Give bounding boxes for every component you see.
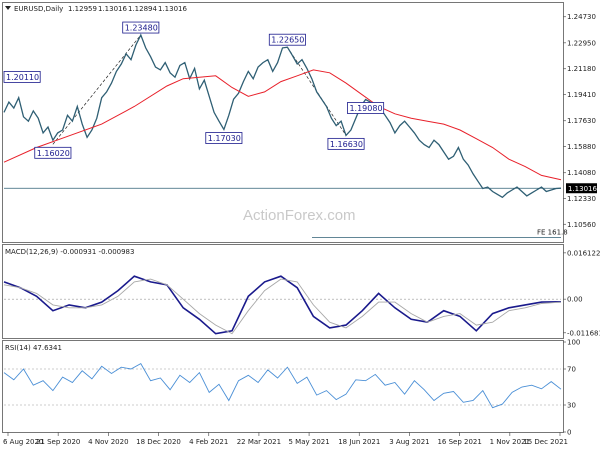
price-annotation-box <box>327 137 365 150</box>
price-annotation-box <box>122 21 160 34</box>
trendline <box>52 34 142 145</box>
price-annotation-label: 1.20110 <box>6 73 39 82</box>
price-annotation-box <box>205 132 243 144</box>
header-close: 1.13016 <box>158 5 187 13</box>
header-high: 1.13016 <box>98 5 127 13</box>
price-annotation-box <box>268 33 306 46</box>
rsi-y-tick-label: 100 <box>567 339 580 347</box>
watermark: ActionForex.com <box>243 207 356 224</box>
price-annotation-label: 1.19080 <box>349 104 382 113</box>
x-tick-label: 18 Dec 2020 <box>136 438 181 446</box>
x-tick-label: 16 Sep 2021 <box>437 438 481 446</box>
price-y-tick-label: 1.19410 <box>567 91 596 99</box>
rsi-title: RSI(14) 47.6341 <box>5 344 62 352</box>
rsi-y-tick-label: 0 <box>567 429 571 437</box>
price-annotation-label: 1.17030 <box>208 134 241 143</box>
price-y-tick-label: 1.15880 <box>567 143 596 151</box>
header-triangle-icon <box>5 6 11 10</box>
price-annotation-box <box>3 71 41 83</box>
price-y-tick-label: 1.22950 <box>567 39 596 47</box>
x-tick-label: 6 Aug 2020 <box>3 438 43 446</box>
x-tick-label: 15 Dec 2021 <box>523 438 568 446</box>
rsi-y-tick-label: 30 <box>567 402 576 410</box>
current-price-value: 1.13016 <box>568 185 597 193</box>
macd-series-line <box>3 275 562 335</box>
price-annotation-label: 1.16630 <box>330 140 363 149</box>
macd-y-tick-label: -0.011681 <box>567 329 600 337</box>
price-y-tick-label: 1.10560 <box>567 221 596 229</box>
price-y-tick-label: 1.14080 <box>567 169 596 177</box>
x-tick-label: 3 Aug 2021 <box>389 438 429 446</box>
price-annotation-box <box>34 146 72 159</box>
price-y-tick-label: 1.17630 <box>567 117 596 125</box>
x-tick-label: 4 Nov 2020 <box>88 438 128 446</box>
rsi-series-line <box>3 362 562 409</box>
macd-title: MACD(12,26,9) -0.000931 -0.000983 <box>5 248 134 256</box>
macd-y-tick-label: 0.00 <box>567 296 583 304</box>
price-y-tick-label: 1.21180 <box>567 65 596 73</box>
price-layer: 1.24730 1.22950 1.21180 1.19410 1.17630 1.158… <box>3 13 597 238</box>
macd-panel-frame <box>2 244 564 339</box>
macd-layer: 0.016122 0.00 -0.011681 <box>3 249 600 337</box>
chart-header: EURUSD,Daily 1.12959 1.13016 1.12894 1.1… <box>5 5 187 13</box>
current-price-box <box>566 183 597 194</box>
price-y-tick-label: 1.12330 <box>567 195 596 203</box>
price-series-line <box>3 33 562 199</box>
price-y-tick-label: 1.24730 <box>567 13 596 21</box>
x-tick-label: 21 Sep 2020 <box>36 438 80 446</box>
fib-level-label: FE 161.8 <box>537 229 568 237</box>
x-tick-label: 4 Feb 2021 <box>189 438 228 446</box>
price-panel-frame <box>2 2 564 243</box>
rsi-panel-frame <box>2 340 564 433</box>
x-tick-label: 22 Mar 2021 <box>237 438 281 446</box>
rsi-layer: 100 70 30 0 <box>3 339 580 437</box>
header-low: 1.12894 <box>128 5 157 13</box>
rsi-y-tick-label: 70 <box>567 366 576 374</box>
price-annotation-box <box>347 102 385 114</box>
x-tick-label: 1 Nov 2021 <box>490 438 530 446</box>
price-annotation-label: 1.22650 <box>271 36 304 45</box>
x-tick-label: 5 May 2021 <box>288 438 329 446</box>
x-tick-label: 18 Jun 2021 <box>338 438 380 446</box>
price-annotation-label: 1.23480 <box>125 24 158 33</box>
ma-series-line <box>3 69 562 181</box>
header-open: 1.12959 <box>68 5 97 13</box>
macd-y-tick-label: 0.016122 <box>567 249 600 257</box>
header-symbol: EURUSD,Daily <box>14 5 63 13</box>
signal-series-line <box>3 278 562 335</box>
price-annotation-label: 1.16020 <box>37 149 70 158</box>
